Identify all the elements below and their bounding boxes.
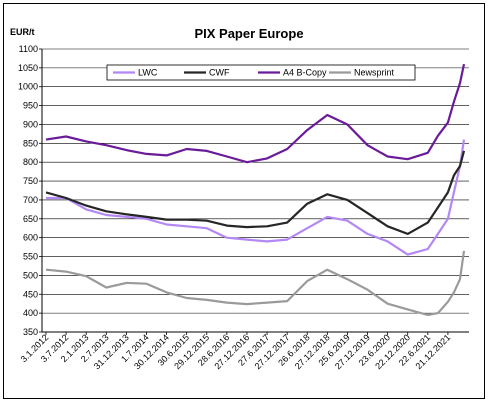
x-axis-ticks: 3.1.20123.7.20122.1.20132.7.201331.12.20…	[19, 332, 452, 371]
axes	[41, 49, 469, 333]
series-line-a4-b-copy	[45, 63, 466, 164]
series-line-lwc	[46, 139, 466, 256]
series-lines	[45, 63, 466, 317]
y-tick-label: 1050	[18, 63, 38, 73]
y-tick-label: 1100	[19, 44, 38, 54]
legend-label: A4 B-Copy	[283, 68, 327, 78]
y-tick-label: 650	[23, 214, 38, 224]
series-line-newsprint	[45, 250, 466, 317]
chart-svg: PIX Paper Europe EUR/t 350 400 450 500 550 60…	[10, 26, 469, 371]
legend: LWC CWF A4 B-Copy Newsprint	[106, 64, 416, 81]
y-tick-label: 850	[23, 138, 38, 148]
y-tick-label: 500	[23, 270, 38, 280]
series-line-cwf	[45, 150, 466, 235]
grid-lines	[42, 48, 469, 333]
y-tick-label: 800	[23, 157, 38, 167]
y-axis-ticks: 350 400 450 500 550 600 650 700 750 800 850 900 950 1…	[18, 44, 42, 337]
chart-frame: PIX Paper Europe EUR/t 350 400 450 500 550 60…	[3, 3, 485, 399]
legend-label: Newsprint	[354, 68, 395, 78]
y-tick-label: 900	[23, 119, 38, 129]
y-tick-label: 1000	[18, 82, 38, 92]
y-axis-unit-label: EUR/t	[10, 27, 35, 37]
chart-title: PIX Paper Europe	[194, 26, 303, 41]
y-tick-label: 450	[23, 289, 38, 299]
legend-label: LWC	[138, 68, 158, 78]
y-tick-label: 750	[23, 176, 38, 186]
y-tick-label: 950	[23, 101, 38, 111]
legend-label: CWF	[209, 68, 230, 78]
y-tick-label: 600	[23, 233, 38, 243]
y-tick-label: 700	[23, 195, 38, 205]
y-tick-label: 350	[23, 327, 38, 337]
y-tick-label: 550	[23, 252, 38, 262]
y-tick-label: 400	[23, 308, 38, 318]
